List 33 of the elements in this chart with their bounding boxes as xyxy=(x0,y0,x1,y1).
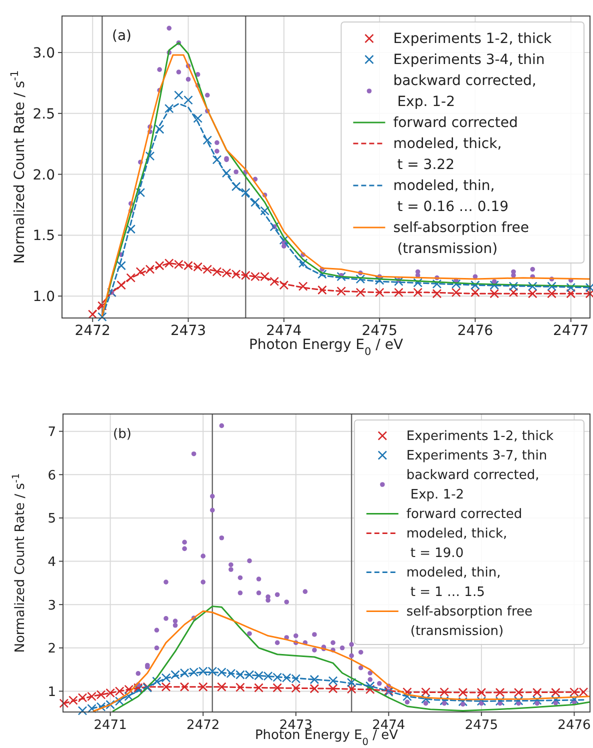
y-tick-label: 2.5 xyxy=(32,106,55,122)
x-tick-label: 2472 xyxy=(74,323,110,339)
legend-label: Experiments 3-7, thin xyxy=(406,448,548,464)
y-tick-label: 1.5 xyxy=(32,228,55,244)
legend-label: self-absorption free (transmission) xyxy=(393,220,530,258)
x-tick-label: 2471 xyxy=(94,718,127,733)
y-tick-label: 7 xyxy=(48,425,56,440)
legend-label: Experiments 1-2, thick xyxy=(406,429,554,444)
y-tick-label: 3.0 xyxy=(32,46,55,62)
y-tick-label: 6 xyxy=(48,468,56,484)
annotation: (b) xyxy=(113,427,132,442)
y-tick-label: 4 xyxy=(48,554,56,570)
x-tick-label: 2472 xyxy=(186,718,220,733)
x-tick-label: 2476 xyxy=(457,323,494,339)
legend-label: Experiments 1-2, thick xyxy=(393,31,553,48)
y-tick-label: 2 xyxy=(48,642,56,657)
legend-label: forward corrected xyxy=(406,507,522,522)
annotation: (a) xyxy=(112,28,132,44)
x-tick-label: 2473 xyxy=(170,323,206,339)
x-tick-label: 2477 xyxy=(553,323,589,339)
x-axis-title: Photon Energy E$_{0}$ / eV xyxy=(248,337,404,358)
legend-label: Experiments 3-4, thin xyxy=(393,52,545,68)
y-tick-label: 3 xyxy=(48,598,56,614)
y-tick-label: 1 xyxy=(48,684,56,700)
x-tick-label: 2474 xyxy=(266,323,302,339)
y-tick-label: 2.0 xyxy=(32,167,55,184)
x-tick-label: 2476 xyxy=(558,718,591,733)
x-tick-label: 2475 xyxy=(362,323,398,339)
y-tick-label: 1.0 xyxy=(32,289,55,306)
legend-label: forward corrected xyxy=(393,115,518,132)
y-tick-label: 5 xyxy=(48,512,56,527)
legend-label: self-absorption free (transmission) xyxy=(406,604,533,640)
x-tick-label: 2475 xyxy=(464,718,498,733)
